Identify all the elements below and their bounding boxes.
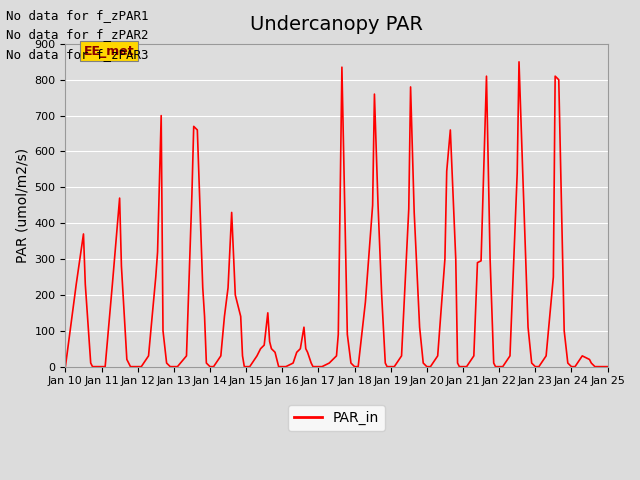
Bar <box>65 223 607 259</box>
Bar <box>65 116 607 152</box>
Bar <box>65 44 607 80</box>
Title: Undercanopy PAR: Undercanopy PAR <box>250 15 423 34</box>
Bar <box>65 187 607 223</box>
Text: EE_met: EE_met <box>83 45 134 58</box>
Text: No data for f_zPAR2: No data for f_zPAR2 <box>6 28 149 41</box>
Y-axis label: PAR (umol/m2/s): PAR (umol/m2/s) <box>15 148 29 263</box>
Text: No data for f_zPAR3: No data for f_zPAR3 <box>6 48 149 60</box>
Legend: PAR_in: PAR_in <box>289 406 385 431</box>
Bar <box>65 331 607 367</box>
Bar <box>65 259 607 295</box>
Bar <box>65 295 607 331</box>
Text: No data for f_zPAR1: No data for f_zPAR1 <box>6 9 149 22</box>
Bar <box>65 80 607 116</box>
Bar <box>65 152 607 187</box>
